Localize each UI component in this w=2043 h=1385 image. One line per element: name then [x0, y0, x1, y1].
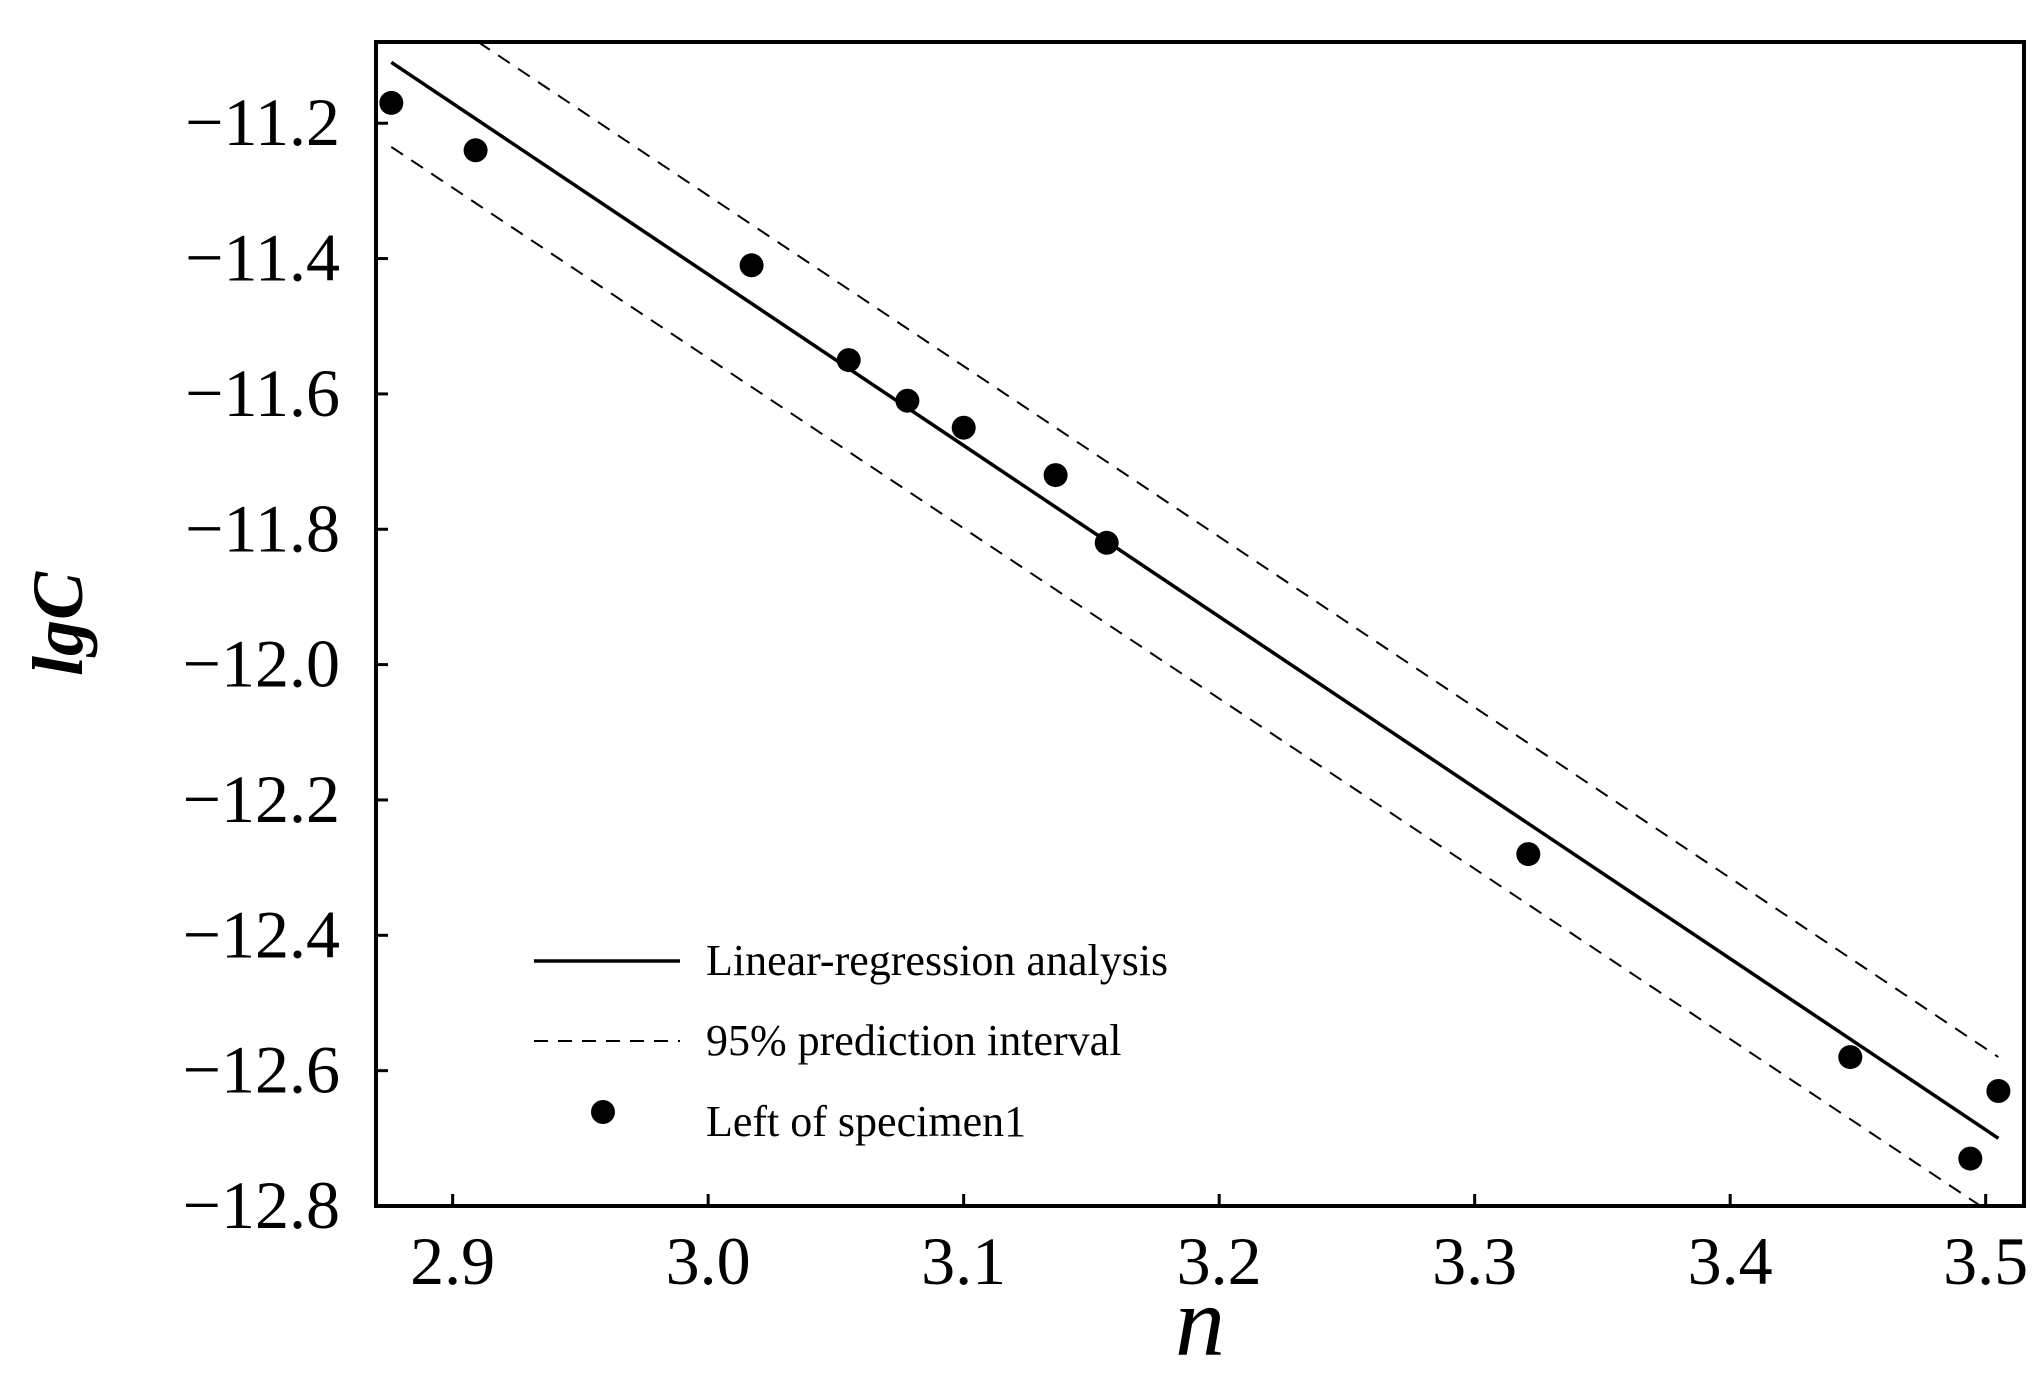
x-tick-label: 3.1 — [921, 1223, 1006, 1299]
prediction-interval-line-2 — [390, 146, 1982, 1207]
legend-label: Left of specimen1 — [706, 1097, 1026, 1146]
legend-label: 95% prediction interval — [706, 1016, 1121, 1065]
data-point-3 — [836, 348, 861, 373]
data-point-6 — [1043, 463, 1068, 488]
regression-line-0 — [390, 60, 2000, 1140]
x-tick-label: 3.0 — [666, 1223, 751, 1299]
legend: Linear-regression analysis 95% prediction… — [534, 936, 1168, 1146]
y-tick-label: −11.2 — [185, 84, 340, 160]
x-axis-ticks: 2.9 3.0 3.1 3.2 3.3 3.4 3.5 — [410, 1194, 2028, 1299]
y-tick-label: −11.8 — [185, 490, 340, 566]
data-point-11 — [1986, 1079, 2011, 1103]
y-axis-title: lgC — [18, 571, 98, 676]
y-tick-label: −11.4 — [185, 220, 340, 296]
x-tick-label: 2.9 — [410, 1223, 495, 1299]
data-point-0 — [379, 90, 404, 115]
y-axis-ticks: −11.2 −11.4 −11.6 −11.8 −12.0 −12.2 −12.4 −12.6… — [183, 84, 388, 1243]
x-tick-label: 3.3 — [1432, 1223, 1517, 1299]
data-point-9 — [1838, 1045, 1863, 1070]
y-tick-label: −11.6 — [185, 355, 340, 431]
data-point-7 — [1094, 530, 1119, 555]
plot-frame — [374, 40, 2026, 1208]
x-axis-title: n — [1175, 1266, 1225, 1377]
data-point-1 — [463, 138, 488, 163]
legend-swatch-marker — [591, 1100, 615, 1124]
x-tick-label: 3.2 — [1177, 1223, 1262, 1299]
data-point-8 — [1516, 842, 1541, 867]
y-tick-label: −12.6 — [183, 1032, 340, 1108]
y-tick-label: −12.0 — [183, 626, 340, 702]
points-layer — [379, 90, 2011, 1171]
data-point-10 — [1958, 1146, 1983, 1171]
y-tick-label: −12.2 — [183, 761, 340, 837]
data-point-4 — [895, 388, 920, 413]
x-tick-label: 3.4 — [1688, 1223, 1773, 1299]
data-point-2 — [739, 253, 764, 278]
x-tick-label: 3.5 — [1943, 1223, 2028, 1299]
prediction-interval-line-1 — [477, 41, 1999, 1058]
data-point-5 — [951, 415, 976, 440]
y-tick-label: −12.4 — [183, 896, 340, 972]
legend-label: Linear-regression analysis — [706, 936, 1168, 985]
y-tick-label: −12.8 — [183, 1167, 340, 1243]
series-layer — [390, 41, 2000, 1207]
